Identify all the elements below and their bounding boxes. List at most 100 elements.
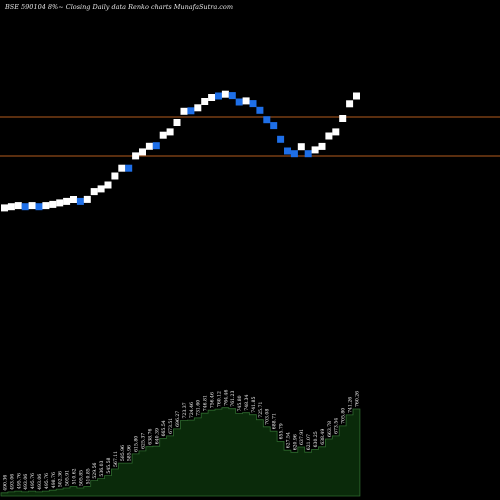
renko-brick [284, 147, 291, 155]
volume-labels: 490.36 493.06 495.76 493.06 495.76 493.06 495.… [3, 390, 361, 491]
renko-brick [14, 202, 22, 210]
volume-label: 585.96 [120, 445, 126, 461]
volume-label: 493.06 [23, 474, 29, 490]
renko-brick [49, 200, 57, 208]
renko-brick [325, 132, 333, 140]
volume-label: 490.36 [3, 475, 9, 491]
volume-label: 510.62 [72, 468, 78, 484]
volume-label: 630.25 [313, 431, 319, 447]
renko-brick [63, 197, 71, 205]
chart-title: BSE 590104 8%~ Closing Daily data Renko … [4, 3, 233, 11]
volume-label: 741.26 [348, 397, 354, 413]
renko-brick [187, 107, 195, 115]
volume-label: 498.76 [51, 472, 57, 488]
renko-brick [56, 199, 64, 207]
renko-brick [152, 142, 160, 150]
volume-label: 761.23 [230, 391, 236, 407]
renko-brick [346, 100, 354, 108]
renko-brick [70, 196, 77, 203]
volume-label: 493.06 [9, 474, 15, 490]
renko-brick [208, 94, 216, 101]
renko-brick [277, 135, 285, 143]
volume-panel [0, 407, 361, 497]
volume-label: 620.96 [292, 434, 298, 450]
volume-label: 505.85 [78, 470, 84, 486]
renko-brick [145, 142, 153, 150]
volume-label: 756.46 [210, 392, 216, 408]
volume-label: 627.54 [285, 432, 291, 448]
renko-brick [201, 98, 209, 105]
volume-label: 723.37 [182, 402, 188, 418]
renko-brick [83, 195, 91, 203]
renko-brick [242, 97, 250, 105]
volume-label: 545.58 [106, 457, 112, 473]
renko-brick [97, 185, 105, 193]
volume-label: 764.46 [223, 390, 229, 406]
volume-label: 673.54 [334, 418, 340, 434]
renko-brick [42, 202, 50, 210]
renko-brick [228, 92, 236, 100]
renko-brick [35, 203, 43, 211]
renko-brick [221, 90, 229, 98]
volume-label: 637.91 [299, 429, 305, 445]
volume-label: 655.79 [279, 423, 285, 439]
volume-label: 640.39 [154, 428, 160, 444]
volume-label: 665.54 [161, 420, 167, 436]
renko-brick [173, 119, 181, 126]
renko-brick [132, 152, 140, 160]
volume-label: 625.37 [141, 433, 147, 449]
renko-brick [7, 203, 15, 211]
renko-brick [318, 142, 326, 150]
renko-brick [180, 107, 188, 115]
volume-label: 760.12 [216, 391, 222, 407]
renko-brick [332, 128, 340, 136]
renko-brick [263, 116, 271, 124]
renko-brick [28, 202, 36, 210]
renko-bricks [1, 90, 360, 212]
renko-brick [194, 104, 202, 112]
volume-label: 567.11 [113, 451, 119, 467]
volume-label: 741.85 [251, 397, 257, 413]
renko-brick [159, 131, 167, 139]
volume-label: 536.03 [99, 460, 105, 476]
reference-lines [0, 116, 500, 157]
renko-brick [21, 203, 29, 211]
renko-brick [339, 115, 347, 122]
renko-brick [353, 92, 360, 100]
volume-label: 493.06 [37, 474, 43, 490]
volume-label: 638.49 [320, 429, 326, 445]
renko-brick [270, 122, 278, 130]
volume-label: 585.96 [127, 445, 133, 461]
renko-brick [256, 106, 264, 114]
volume-label: 495.76 [16, 473, 22, 489]
renko-brick [290, 150, 298, 158]
volume-label: 495.76 [30, 473, 36, 489]
renko-brick [166, 128, 174, 136]
volume-label: 696.27 [175, 411, 181, 427]
renko-brick [118, 164, 126, 172]
renko-brick [215, 92, 222, 100]
volume-label: 705.80 [341, 408, 347, 424]
volume-label: 748.34 [244, 395, 250, 411]
volume-label: 688.71 [272, 413, 278, 429]
volume-label: 746.81 [203, 395, 209, 411]
renko-brick [90, 188, 98, 196]
volume-area [0, 407, 361, 497]
volume-label: 703.08 [265, 409, 271, 425]
volume-label: 673.51 [168, 418, 174, 434]
volume-label: 663.78 [327, 421, 333, 437]
renko-brick [139, 148, 146, 156]
volume-label: 638.76 [147, 429, 153, 445]
renko-brick [1, 204, 8, 212]
volume-label: 731.60 [196, 400, 202, 416]
renko-brick [297, 143, 305, 151]
volume-label: 505.91 [65, 470, 71, 486]
volume-label: 760.26 [355, 391, 361, 407]
renko-brick [311, 146, 319, 154]
renko-brick [125, 164, 133, 172]
renko-brick [111, 172, 119, 180]
volume-label: 502.36 [58, 471, 64, 487]
volume-label: 745.80 [237, 395, 243, 411]
volume-label: 725.71 [258, 402, 264, 418]
